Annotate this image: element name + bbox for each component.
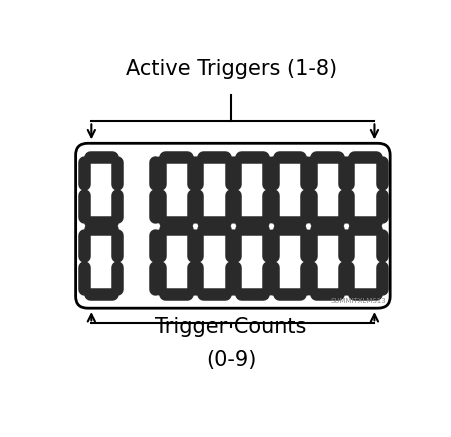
Text: Trigger Counts: Trigger Counts xyxy=(156,317,307,337)
FancyBboxPatch shape xyxy=(76,143,390,308)
Text: Active Triggers (1-8): Active Triggers (1-8) xyxy=(125,59,337,80)
Text: (0-9): (0-9) xyxy=(206,350,256,371)
Text: SUMMITXLMS13: SUMMITXLMS13 xyxy=(331,298,387,304)
